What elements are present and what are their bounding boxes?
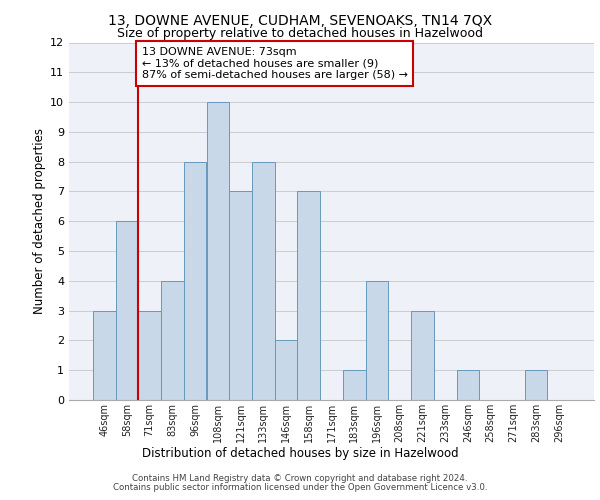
Bar: [457, 370, 479, 400]
Bar: [252, 162, 275, 400]
Bar: [93, 310, 116, 400]
Bar: [411, 310, 434, 400]
Bar: [161, 281, 184, 400]
Text: Contains public sector information licensed under the Open Government Licence v3: Contains public sector information licen…: [113, 484, 487, 492]
Bar: [229, 192, 252, 400]
Text: 13, DOWNE AVENUE, CUDHAM, SEVENOAKS, TN14 7QX: 13, DOWNE AVENUE, CUDHAM, SEVENOAKS, TN1…: [108, 14, 492, 28]
Bar: [275, 340, 298, 400]
Bar: [184, 162, 206, 400]
Bar: [116, 221, 139, 400]
Bar: [206, 102, 229, 400]
Bar: [298, 192, 320, 400]
Y-axis label: Number of detached properties: Number of detached properties: [33, 128, 46, 314]
Bar: [524, 370, 547, 400]
Bar: [343, 370, 365, 400]
Bar: [139, 310, 161, 400]
Text: Distribution of detached houses by size in Hazelwood: Distribution of detached houses by size …: [142, 448, 458, 460]
Text: Contains HM Land Registry data © Crown copyright and database right 2024.: Contains HM Land Registry data © Crown c…: [132, 474, 468, 483]
Text: 13 DOWNE AVENUE: 73sqm
← 13% of detached houses are smaller (9)
87% of semi-deta: 13 DOWNE AVENUE: 73sqm ← 13% of detached…: [142, 47, 408, 80]
Bar: [365, 281, 388, 400]
Text: Size of property relative to detached houses in Hazelwood: Size of property relative to detached ho…: [117, 28, 483, 40]
